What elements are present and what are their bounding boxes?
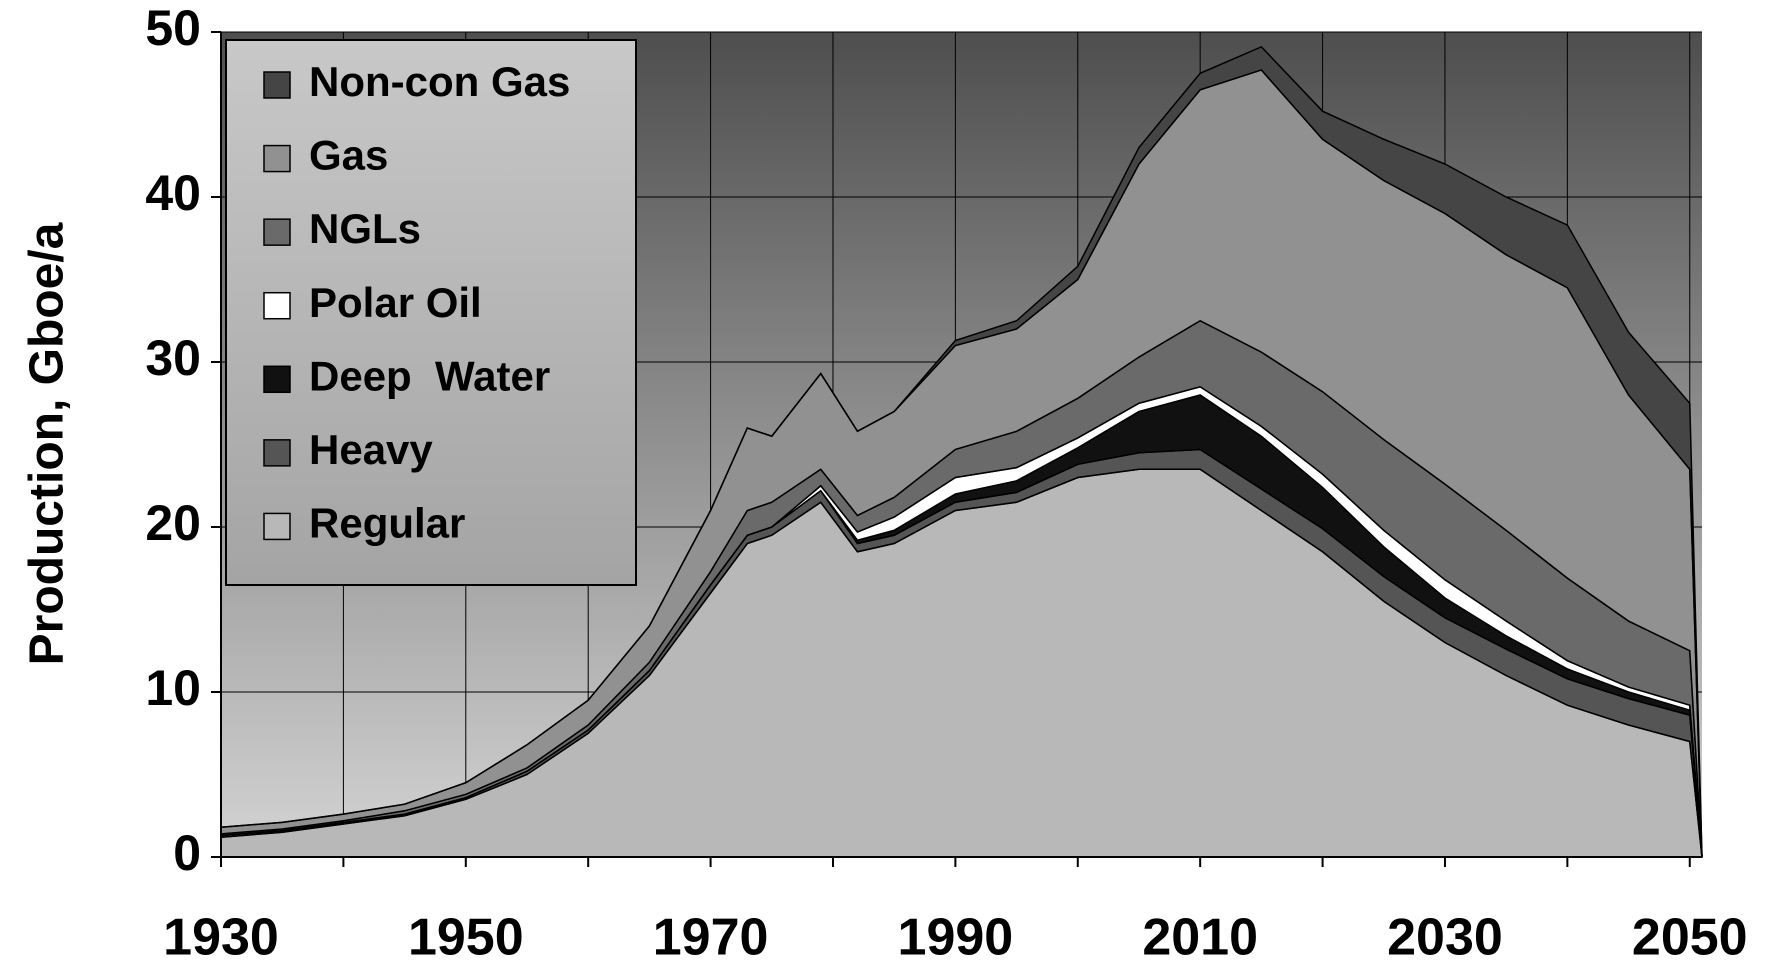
y-tick-label: 50 (145, 0, 201, 56)
x-tick-label: 2050 (1632, 909, 1748, 967)
legend-label: Deep Water (309, 352, 550, 399)
x-tick-label: 2030 (1387, 909, 1503, 967)
legend-swatch (263, 218, 291, 246)
legend-label: Gas (309, 132, 388, 179)
legend-swatch (263, 71, 291, 99)
legend-swatch (263, 512, 291, 541)
legend-label: Heavy (309, 426, 433, 473)
y-tick-label: 0 (173, 825, 201, 881)
x-tick-label: 2010 (1142, 909, 1258, 967)
y-tick-label: 10 (145, 660, 201, 716)
legend-label: Polar Oil (309, 279, 482, 326)
x-tick-label: 1990 (898, 909, 1014, 967)
legend-swatch (263, 144, 291, 173)
legend-swatch (263, 365, 291, 394)
x-tick-label: 1970 (653, 909, 769, 967)
y-tick-label: 20 (145, 495, 201, 551)
legend-label: Regular (309, 500, 465, 547)
legend-label: NGLs (309, 205, 421, 252)
x-tick-label: 1950 (408, 909, 524, 967)
legend-swatch (263, 439, 291, 467)
y-axis-label: Production, Gboe/a (21, 222, 74, 665)
legend-box (225, 39, 637, 586)
y-tick-label: 30 (145, 330, 201, 386)
y-tick-label: 40 (145, 165, 201, 221)
x-tick-label: 1930 (163, 909, 279, 967)
legend-swatch (263, 291, 291, 320)
legend-label: Non-con Gas (309, 58, 570, 105)
